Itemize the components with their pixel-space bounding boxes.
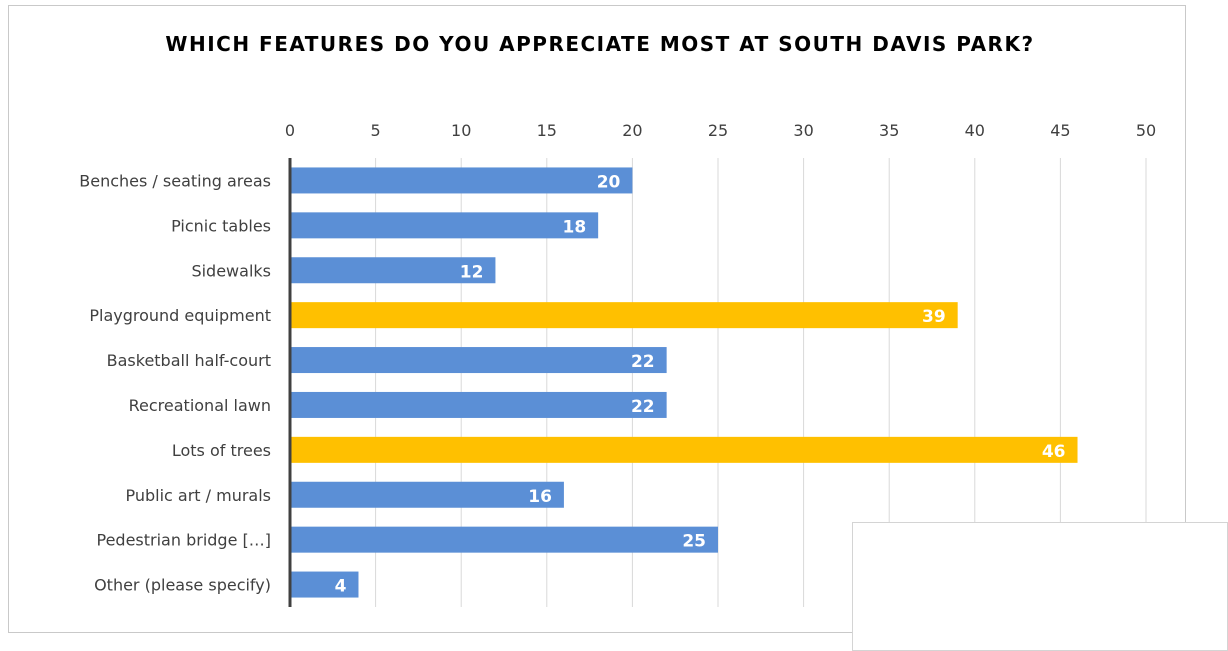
bar	[290, 571, 359, 598]
category-label: Lots of trees	[172, 441, 271, 460]
data-label: 4	[335, 577, 347, 597]
x-tick-label: 45	[1050, 121, 1070, 140]
category-label: Playground equipment	[89, 306, 271, 325]
category-label: Public art / murals	[125, 486, 271, 505]
data-label: 46	[1042, 442, 1066, 462]
data-label: 22	[631, 352, 655, 372]
bar	[290, 167, 633, 194]
x-tick-label: 25	[708, 121, 728, 140]
x-tick-label: 15	[537, 121, 557, 140]
data-label: 22	[631, 397, 655, 417]
bar	[290, 436, 1078, 463]
x-tick-label: 0	[285, 121, 295, 140]
x-tick-label: 35	[879, 121, 899, 140]
category-label: Recreational lawn	[129, 396, 271, 415]
bar	[290, 257, 496, 284]
x-tick-label: 30	[793, 121, 813, 140]
x-tick-label: 20	[622, 121, 642, 140]
bar	[290, 526, 718, 553]
x-tick-label: 5	[371, 121, 381, 140]
data-label: 18	[562, 217, 586, 237]
chart-title: WHICH FEATURES DO YOU APPRECIATE MOST AT…	[165, 32, 1035, 56]
category-label: Benches / seating areas	[79, 171, 271, 190]
data-label: 25	[682, 532, 706, 552]
bar	[290, 212, 599, 239]
category-label: Picnic tables	[171, 216, 271, 235]
bar	[290, 481, 564, 508]
x-tick-label: 50	[1136, 121, 1156, 140]
data-label: 12	[460, 262, 484, 282]
bar	[290, 347, 667, 374]
category-label: Sidewalks	[191, 261, 271, 280]
category-label: Pedestrian bridge […]	[97, 531, 272, 550]
data-label: 39	[922, 307, 946, 327]
category-label: Other (please specify)	[94, 576, 271, 595]
data-label: 16	[528, 487, 552, 507]
bar	[290, 302, 958, 329]
bar	[290, 391, 667, 418]
x-tick-label: 40	[965, 121, 985, 140]
category-label: Basketball half-court	[107, 351, 271, 370]
overlay-panel	[852, 522, 1228, 651]
data-label: 20	[597, 172, 621, 192]
x-tick-label: 10	[451, 121, 471, 140]
